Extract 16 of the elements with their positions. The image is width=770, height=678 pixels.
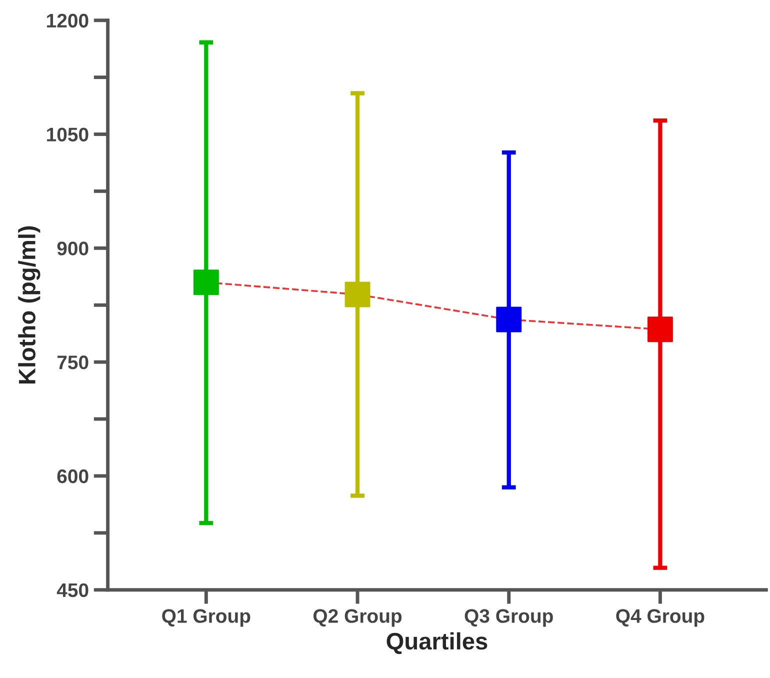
y-tick-label: 1050 — [47, 128, 88, 142]
y-tick-label: 750 — [57, 356, 88, 370]
y-axis-title: Klotho (pg/ml) — [18, 226, 40, 384]
x-tick-label: Q3 Group — [464, 609, 553, 627]
point — [496, 306, 522, 332]
y-tick-label: 1200 — [47, 14, 88, 28]
x-tick-label: Q2 Group — [313, 609, 402, 627]
x-tick-label: Q1 Group — [162, 609, 250, 627]
x-axis-title: Quartiles — [386, 632, 488, 654]
y-tick-label: 600 — [57, 469, 88, 484]
x-tick-label: Q4 Group — [616, 609, 704, 627]
point — [193, 270, 219, 296]
y-tick-label: 450 — [56, 583, 88, 598]
point — [647, 316, 673, 342]
y-tick-label: 900 — [57, 242, 88, 256]
point — [344, 282, 370, 308]
